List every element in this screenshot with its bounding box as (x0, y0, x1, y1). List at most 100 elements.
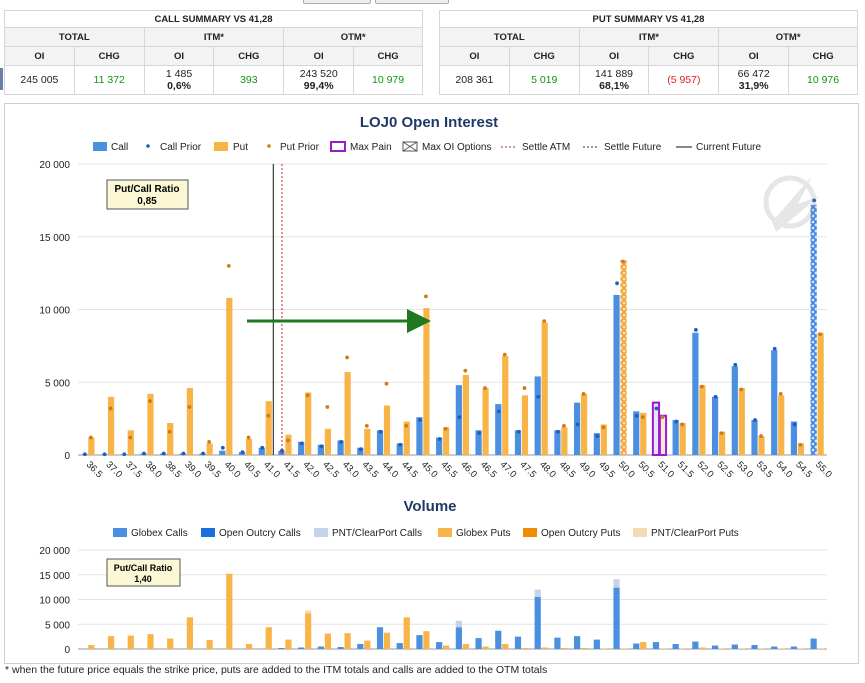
legend-put[interactable]: Put (214, 142, 248, 153)
oi-x-tick-label: 42.5 (320, 459, 341, 480)
call-prior-dot (457, 415, 462, 420)
put-bar (383, 405, 391, 455)
call-bar (298, 441, 305, 455)
put-itm-oi-cell: 141 889 68,1% (578, 65, 650, 95)
call-prior-dot (812, 198, 817, 203)
oi-x-tick-label: 39.0 (182, 459, 203, 480)
oi-x-tick-label: 42.0 (301, 459, 322, 480)
oi-x-tick-label: 53.0 (734, 459, 755, 480)
legend-settle-future-label: Settle Future (604, 142, 662, 153)
toolbar-button-right[interactable] (375, 0, 449, 4)
oi-pcr-label: Put/Call Ratio (114, 184, 179, 195)
put-prior-dot (286, 438, 290, 443)
put-bar (817, 332, 824, 455)
globex-calls-bar (652, 642, 660, 649)
globex-puts-bar (423, 631, 430, 649)
put-bar (324, 428, 331, 455)
legend-settle-atm[interactable]: Settle ATM (501, 142, 570, 153)
call-bar (416, 417, 423, 455)
put-bar (718, 431, 726, 455)
globex-puts-bar (265, 627, 272, 649)
toolbar-button-left[interactable] (303, 0, 371, 4)
oi-x-tick-label: 46.5 (478, 459, 499, 480)
legend-open-outcry-calls[interactable]: Open Outcry Calls (201, 528, 301, 539)
call-prior-dot (220, 445, 225, 450)
globex-calls-bar (455, 627, 462, 649)
oi-put-call-ratio-box: Put/Call Ratio 0,85 (106, 179, 189, 210)
volume-y-axis: 0 5 000 10 000 15 000 20 000 (39, 546, 70, 656)
call-prior-dot (102, 452, 107, 457)
oi-x-axis: 36.537.037.538.038.539.039.540.040.541.0… (84, 459, 834, 480)
put-prior-dot (128, 435, 133, 440)
put-prior-dot (207, 440, 212, 444)
put-prior-dot (759, 434, 763, 438)
put-bar (305, 392, 312, 455)
legend-globex-puts-swatch (438, 528, 452, 537)
globex-puts-bar (88, 645, 95, 649)
legend-max-oi[interactable]: Max OI Options (402, 141, 491, 153)
oi-x-tick-label: 41.5 (281, 459, 302, 480)
legend-open-outcry-puts[interactable]: Open Outcry Puts (523, 528, 620, 539)
globex-calls-bar (672, 644, 679, 649)
globex-calls-bar (633, 643, 640, 649)
pnt-calls-bar (613, 579, 620, 588)
oi-x-tick-label: 48.5 (557, 459, 578, 480)
globex-puts-bar (561, 648, 568, 649)
call-bar (810, 204, 817, 455)
legend-pnt-calls[interactable]: PNT/ClearPort Calls (314, 528, 422, 539)
call-prior-dot (634, 413, 639, 418)
legend-put-prior[interactable]: Put Prior (267, 142, 320, 153)
call-prior-dot (693, 327, 698, 332)
put-bar (186, 388, 194, 455)
oi-x-tick-label: 45.5 (439, 459, 460, 480)
put-bar (600, 424, 607, 455)
legend-settle-future[interactable]: Settle Future (583, 142, 662, 153)
globex-calls-bar (711, 645, 719, 649)
globex-puts-bar (127, 635, 134, 649)
call-otm-pct: 99,4% (303, 80, 334, 92)
globex-calls-bar (317, 646, 324, 649)
call-bar (593, 433, 600, 455)
put-prior-dot (167, 429, 172, 434)
legend-call[interactable]: Call (93, 142, 128, 153)
volume-bars (88, 573, 824, 649)
legend-pnt-puts[interactable]: PNT/ClearPort Puts (633, 528, 739, 539)
oi-x-tick-label: 41.0 (261, 459, 282, 480)
globex-puts-bar (324, 633, 331, 649)
legend-current-future[interactable]: Current Future (676, 142, 761, 153)
call-bar (337, 440, 344, 455)
oi-x-tick-label: 52.0 (695, 459, 716, 480)
put-prior-dot (818, 332, 823, 337)
oi-x-tick-label: 36.5 (84, 459, 105, 480)
legend-current-future-label: Current Future (696, 142, 761, 153)
call-bar (731, 366, 738, 455)
globex-puts-bar (167, 638, 174, 649)
put-bar (285, 434, 292, 455)
legend-max-pain-label: Max Pain (350, 142, 392, 153)
legend-call-prior[interactable]: Call Prior (146, 142, 202, 153)
call-prior-dot (674, 419, 679, 424)
call-prior-dot (122, 452, 127, 457)
call-prior-dot (142, 451, 146, 456)
put-bar (778, 395, 785, 455)
put-bar (738, 388, 745, 455)
call-prior-dot (339, 440, 343, 444)
pnt-calls-bar (455, 620, 462, 628)
legend-globex-calls[interactable]: Globex Calls (113, 528, 188, 539)
put-total-header: TOTAL (439, 27, 580, 47)
call-col-oi: OI (4, 46, 75, 66)
call-bar (651, 401, 661, 456)
oi-legend: Call Call Prior Put Put Prior Max Pain M… (93, 141, 761, 153)
legend-max-pain[interactable]: Max Pain (330, 141, 392, 153)
call-bar (574, 402, 581, 455)
oi-chart-title: LOJ0 Open Interest (360, 114, 498, 131)
put-bar (226, 297, 233, 455)
legend-globex-puts[interactable]: Globex Puts (438, 528, 510, 539)
call-prior-dot (358, 447, 363, 452)
put-itm-chg: (5 957) (648, 65, 720, 95)
put-prior-dot (562, 424, 566, 428)
call-prior-dot (615, 281, 619, 286)
oi-x-tick-label: 53.5 (754, 459, 775, 480)
globex-puts-bar (581, 648, 588, 649)
call-prior-dot (496, 409, 501, 414)
